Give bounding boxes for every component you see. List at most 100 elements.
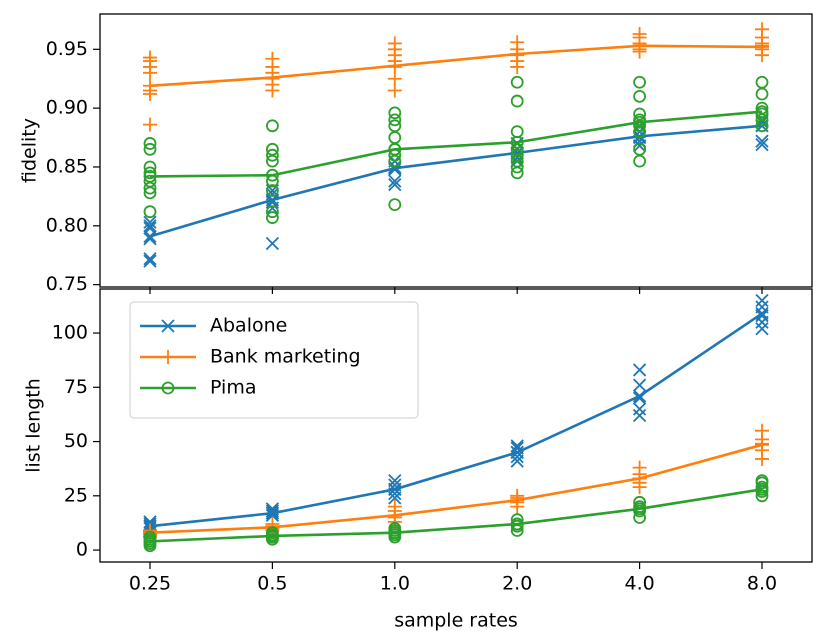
series-line — [149, 44, 763, 88]
marker — [633, 142, 646, 156]
marker — [387, 499, 402, 514]
marker — [633, 500, 646, 514]
marker — [143, 254, 157, 268]
marker — [510, 148, 524, 162]
y-tick-label: 25 — [64, 484, 88, 506]
series-line — [149, 488, 763, 543]
marker — [755, 75, 769, 89]
marker — [755, 107, 769, 121]
marker — [265, 526, 279, 540]
marker — [265, 205, 279, 219]
marker — [755, 322, 769, 336]
series-line — [149, 124, 763, 238]
x-axis-label: sample rates — [394, 610, 518, 632]
marker — [388, 478, 402, 492]
marker — [387, 83, 402, 98]
marker — [265, 236, 280, 251]
marker — [388, 521, 402, 535]
marker — [265, 506, 280, 520]
marker — [387, 71, 402, 86]
marker — [510, 445, 524, 460]
marker — [510, 142, 524, 156]
marker — [755, 134, 769, 148]
marker — [265, 187, 280, 201]
marker — [265, 184, 279, 197]
marker — [510, 441, 524, 455]
marker — [633, 89, 646, 103]
marker — [632, 402, 647, 416]
y-tick-label: 0.95 — [46, 38, 88, 60]
marker — [143, 219, 157, 233]
marker — [143, 252, 157, 266]
x-tick-label: 4.0 — [624, 573, 654, 595]
marker — [143, 232, 157, 246]
marker — [632, 408, 647, 423]
marker — [265, 119, 279, 133]
marker — [143, 137, 157, 150]
series-line — [149, 110, 763, 178]
y-tick-label: 0.75 — [46, 273, 88, 295]
marker — [633, 504, 646, 518]
x-tick-label: 2.0 — [502, 573, 532, 595]
marker — [143, 174, 157, 188]
marker — [633, 154, 646, 168]
marker — [510, 513, 524, 527]
legend-marker — [161, 381, 175, 395]
marker — [388, 131, 402, 144]
marker — [143, 215, 157, 229]
y-tick-label: 0 — [76, 539, 88, 561]
marker — [143, 530, 157, 544]
marker — [755, 300, 769, 314]
series-line — [149, 443, 763, 535]
legend-marker — [161, 319, 175, 333]
marker — [387, 36, 402, 51]
axes-frame — [99, 288, 813, 563]
marker — [510, 35, 525, 50]
marker — [143, 142, 157, 156]
marker — [632, 389, 647, 403]
marker — [143, 205, 157, 219]
y-tick-label: 50 — [64, 430, 88, 452]
marker — [755, 423, 769, 438]
marker — [755, 474, 769, 488]
marker — [388, 198, 402, 212]
y-axis-label: list length — [23, 378, 45, 473]
marker — [265, 502, 280, 516]
legend-label: Pima — [210, 377, 256, 399]
marker — [143, 50, 157, 65]
marker — [265, 51, 280, 66]
marker — [143, 160, 157, 174]
y-tick-label: 75 — [64, 376, 88, 398]
marker — [755, 315, 769, 329]
marker — [143, 515, 157, 529]
marker — [510, 94, 524, 108]
marker — [510, 75, 524, 89]
marker — [755, 137, 769, 152]
marker — [388, 174, 402, 188]
legend-marker — [161, 350, 175, 364]
axes-frame — [99, 13, 813, 288]
marker — [633, 107, 646, 121]
marker — [632, 27, 647, 42]
marker — [143, 166, 157, 180]
y-tick-label: 0.80 — [46, 214, 88, 236]
marker — [388, 106, 402, 120]
marker — [510, 517, 524, 531]
marker — [265, 201, 280, 215]
marker — [265, 148, 279, 162]
marker — [265, 142, 279, 156]
marker — [265, 508, 280, 522]
marker — [265, 174, 279, 188]
legend-label: Abalone — [210, 315, 287, 337]
marker — [143, 117, 157, 132]
x-tick-label: 8.0 — [747, 573, 777, 595]
y-axis-label: fidelity — [19, 118, 41, 183]
marker — [755, 22, 769, 37]
marker — [633, 113, 646, 127]
marker — [632, 391, 647, 405]
marker — [755, 87, 769, 101]
marker — [633, 75, 646, 89]
marker — [388, 473, 402, 488]
marker — [755, 489, 769, 503]
